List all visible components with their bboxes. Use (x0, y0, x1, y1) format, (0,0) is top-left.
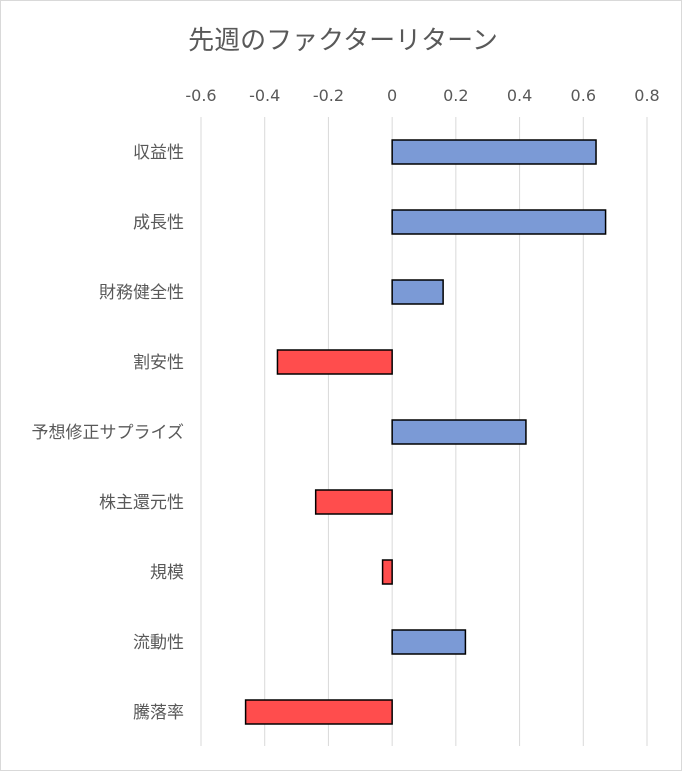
bar (391, 629, 467, 655)
category-label: 財務健全性 (99, 283, 184, 303)
bar (391, 209, 607, 235)
x-tick-label: 0.6 (571, 86, 596, 105)
bar (391, 419, 527, 445)
bar (276, 349, 393, 375)
x-tick-label: 0.8 (634, 86, 659, 105)
x-tick-label: 0 (387, 86, 397, 105)
chart-title: 先週のファクターリターン (188, 26, 498, 56)
x-tick-label: 0.4 (507, 86, 532, 105)
x-tick-label: -0.6 (185, 86, 216, 105)
category-label: 収益性 (133, 143, 184, 163)
bar (391, 139, 597, 165)
bar (314, 489, 393, 515)
category-label: 割安性 (133, 353, 184, 373)
category-label: 予想修正サプライズ (32, 423, 185, 443)
bars (244, 139, 607, 725)
x-tick-label: -0.4 (249, 86, 280, 105)
bar (381, 559, 393, 585)
bar (244, 699, 393, 725)
category-label: 規模 (150, 563, 184, 583)
category-label: 流動性 (133, 633, 184, 653)
x-tick-label: -0.2 (313, 86, 344, 105)
category-label: 株主還元性 (99, 493, 184, 513)
x-tick-label: 0.2 (443, 86, 468, 105)
bar (391, 279, 444, 305)
x-tick-labels: -0.6 -0.4 -0.2 0 0.2 0.4 0.6 0.8 (185, 86, 659, 105)
category-label: 成長性 (133, 213, 184, 233)
category-label: 騰落率 (133, 703, 184, 723)
